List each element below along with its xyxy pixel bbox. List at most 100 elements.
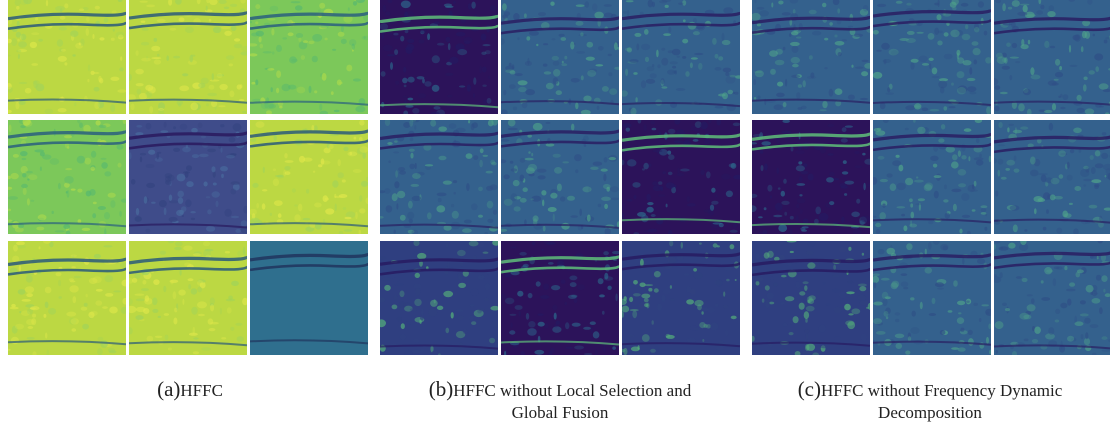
texture-speckle [1105, 112, 1110, 114]
texture-speckle [198, 153, 209, 158]
texture-speckle [471, 203, 478, 211]
feature-map-texture [752, 241, 870, 355]
texture-speckle [709, 204, 715, 211]
texture-speckle [221, 26, 231, 30]
texture-speckle [284, 166, 291, 171]
texture-speckle [136, 125, 143, 128]
texture-speckle [564, 55, 568, 60]
band-line-lower [129, 265, 247, 275]
band-line-bottom [752, 98, 870, 104]
band-line-lower [380, 24, 498, 33]
texture-speckle [873, 177, 878, 185]
texture-speckle [669, 285, 672, 289]
feature-map-background [250, 120, 368, 234]
texture-speckle [78, 42, 82, 46]
band-line-bottom [752, 341, 870, 347]
texture-speckle [626, 47, 632, 53]
texture-speckle [250, 208, 257, 216]
texture-speckle [861, 333, 867, 341]
texture-speckle [19, 311, 22, 314]
texture-speckle [518, 86, 527, 93]
texture-speckle [976, 159, 984, 166]
texture-speckle [8, 109, 12, 114]
texture-speckle [380, 256, 387, 260]
texture-speckle [64, 3, 69, 9]
band-line-upper [622, 251, 740, 261]
texture-speckle [22, 120, 31, 126]
texture-speckle [1083, 338, 1091, 346]
texture-speckle [804, 303, 808, 306]
texture-speckle [994, 321, 1004, 330]
band-line-upper [994, 16, 1110, 25]
texture-speckle [552, 304, 558, 311]
texture-speckle [1005, 308, 1010, 312]
texture-speckle [399, 170, 406, 175]
band-line-upper [250, 128, 368, 138]
texture-speckle [703, 323, 708, 328]
texture-speckle [630, 107, 637, 114]
texture-speckle [509, 70, 516, 75]
texture-speckle [615, 293, 618, 302]
texture-speckle [699, 322, 706, 329]
texture-speckle [956, 87, 967, 95]
texture-speckle [455, 43, 465, 51]
texture-speckle [562, 161, 570, 164]
texture-speckle [58, 296, 62, 299]
texture-speckle [575, 102, 579, 110]
texture-speckle [603, 344, 606, 353]
texture-speckle [761, 298, 765, 303]
texture-speckle [469, 304, 475, 307]
texture-speckle [882, 298, 888, 307]
texture-speckle [380, 319, 386, 328]
texture-speckle [192, 82, 202, 89]
texture-speckle [734, 91, 739, 95]
band-line-bottom [994, 344, 1110, 350]
texture-speckle [767, 184, 773, 192]
texture-speckle [942, 245, 948, 251]
band-line-lower [129, 20, 247, 30]
texture-speckle [393, 32, 399, 36]
texture-speckle [489, 337, 496, 344]
texture-speckle [660, 79, 664, 87]
texture-speckle [423, 144, 432, 151]
texture-speckle [543, 241, 554, 246]
texture-speckle [686, 286, 692, 293]
texture-speckle [366, 176, 368, 181]
texture-speckle [576, 51, 586, 54]
texture-speckle [416, 76, 425, 80]
texture-speckle [266, 110, 272, 114]
texture-speckle [715, 346, 725, 351]
texture-speckle [63, 224, 71, 230]
texture-speckle [1105, 168, 1110, 175]
texture-speckle [408, 218, 413, 224]
band-line-bottom [501, 100, 619, 106]
texture-speckle [553, 312, 557, 320]
texture-speckle [24, 87, 32, 94]
texture-speckle [403, 110, 409, 114]
texture-speckle [436, 192, 447, 197]
texture-speckle [622, 305, 630, 313]
texture-speckle [93, 253, 101, 259]
texture-speckle [797, 107, 803, 110]
texture-speckle [756, 6, 765, 10]
texture-speckle [754, 70, 764, 78]
texture-speckle [230, 326, 235, 331]
band-line-lower [994, 26, 1110, 35]
texture-speckle [873, 339, 875, 343]
texture-speckle [952, 203, 957, 212]
texture-speckle [271, 28, 275, 36]
texture-speckle [998, 122, 1003, 128]
feature-map-background [873, 0, 991, 114]
texture-speckle [202, 241, 211, 247]
feature-map-texture [380, 120, 498, 234]
texture-speckle [730, 162, 737, 169]
texture-speckle [862, 152, 866, 156]
texture-speckle [625, 127, 630, 132]
texture-speckle [30, 306, 40, 311]
texture-speckle [1044, 40, 1050, 49]
texture-speckle [868, 146, 870, 149]
texture-speckle [343, 229, 353, 232]
feature-map-background [501, 120, 619, 234]
texture-speckle [431, 55, 440, 64]
texture-speckle [873, 215, 877, 218]
